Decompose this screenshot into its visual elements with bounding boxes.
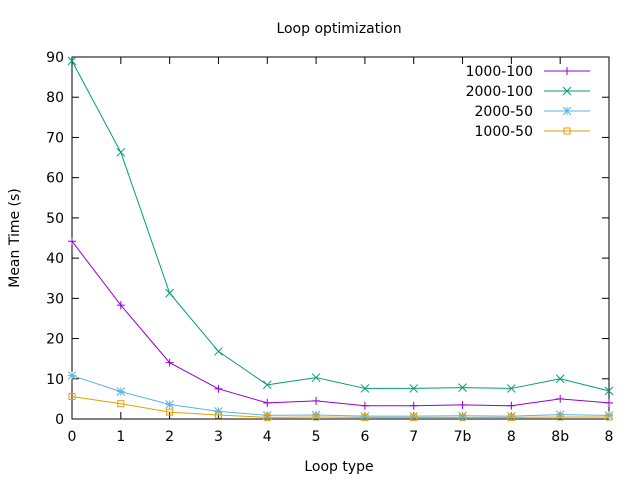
y-tick-label: 10 [46,372,64,388]
x-tick-label: 1 [116,429,125,445]
x-tick-label: 0 [68,429,77,445]
legend-marker [562,106,572,116]
x-tick-label: 2 [165,429,174,445]
series-line [71,240,610,407]
legend-item: 2000-100 [466,84,590,100]
series-1000-100 [68,237,613,410]
legend-label: 2000-50 [475,104,534,120]
data-point [116,147,126,157]
series-line [71,375,610,417]
legend-item: 1000-50 [475,124,590,140]
series-layer [67,56,614,421]
data-point [214,347,223,356]
y-tick-label: 60 [46,171,64,187]
x-axis-label: Loop type [304,459,373,475]
x-tick-label: 7 [409,429,418,445]
data-point [458,383,467,392]
data-point [68,392,76,400]
data-point [165,400,174,409]
x-axis: 0 1 2 3 4 5 6 7 7b 8 8b 8 [68,57,614,445]
legend-marker [562,86,572,96]
data-point [604,386,614,396]
data-point [360,401,369,410]
data-point [360,384,370,393]
y-tick-label: 50 [46,211,64,227]
data-point [312,396,321,405]
legend-marker [563,67,571,75]
data-point [507,401,516,410]
data-point [312,413,320,421]
x-tick-label: 5 [312,429,321,445]
y-tick-label: 30 [46,291,64,307]
y-axis-label: Mean Time (s) [7,188,23,288]
x-tick-label: 3 [214,429,223,445]
data-point [165,288,174,298]
data-point [67,56,77,66]
data-point [116,387,126,397]
data-point [605,413,613,421]
data-point [263,413,271,421]
series-1000-50 [68,392,613,421]
data-point [311,373,321,382]
y-tick-label: 0 [55,412,64,428]
y-axis: 0 10 20 30 40 50 60 70 80 90 [46,50,609,428]
data-point [68,237,76,246]
series-2000-100 [67,56,614,396]
chart-title: Loop optimization [276,21,401,37]
data-point [555,374,565,384]
data-point [263,398,272,407]
data-point [214,384,223,393]
data-point [166,408,174,416]
data-point [507,384,516,393]
data-point [361,413,369,421]
legend-label: 1000-100 [466,64,533,80]
data-point [409,401,418,410]
data-point [117,400,125,408]
series-line [71,60,610,392]
legend-label: 2000-100 [466,84,533,100]
x-tick-label: 6 [360,429,369,445]
data-point [409,384,419,393]
data-point [67,371,77,380]
data-point [214,411,222,419]
x-tick-label: 8b [551,429,569,445]
series-line [71,395,609,418]
legend: 1000-100 2000-100 2000-50 1000-50 [466,64,590,140]
data-point [507,413,515,421]
y-tick-label: 80 [46,90,64,106]
legend-marker [563,127,571,135]
x-tick-label: 8 [605,429,614,445]
series-2000-50 [67,371,614,421]
x-tick-label: 8 [507,429,516,445]
data-point [459,413,467,421]
data-point [116,301,125,310]
data-point [556,413,564,421]
x-tick-label: 7b [454,429,472,445]
data-point [458,400,467,409]
data-point [262,380,272,390]
data-point [556,394,565,403]
x-tick-label: 4 [263,429,272,445]
data-point [165,358,174,367]
y-tick-label: 20 [46,332,64,348]
data-point [605,398,613,407]
legend-item: 1000-100 [466,64,590,80]
y-tick-label: 90 [46,50,64,66]
legend-label: 1000-50 [475,124,534,140]
y-tick-label: 40 [46,251,64,267]
legend-item: 2000-50 [475,104,590,120]
y-tick-label: 70 [46,130,64,146]
data-point [410,413,418,421]
